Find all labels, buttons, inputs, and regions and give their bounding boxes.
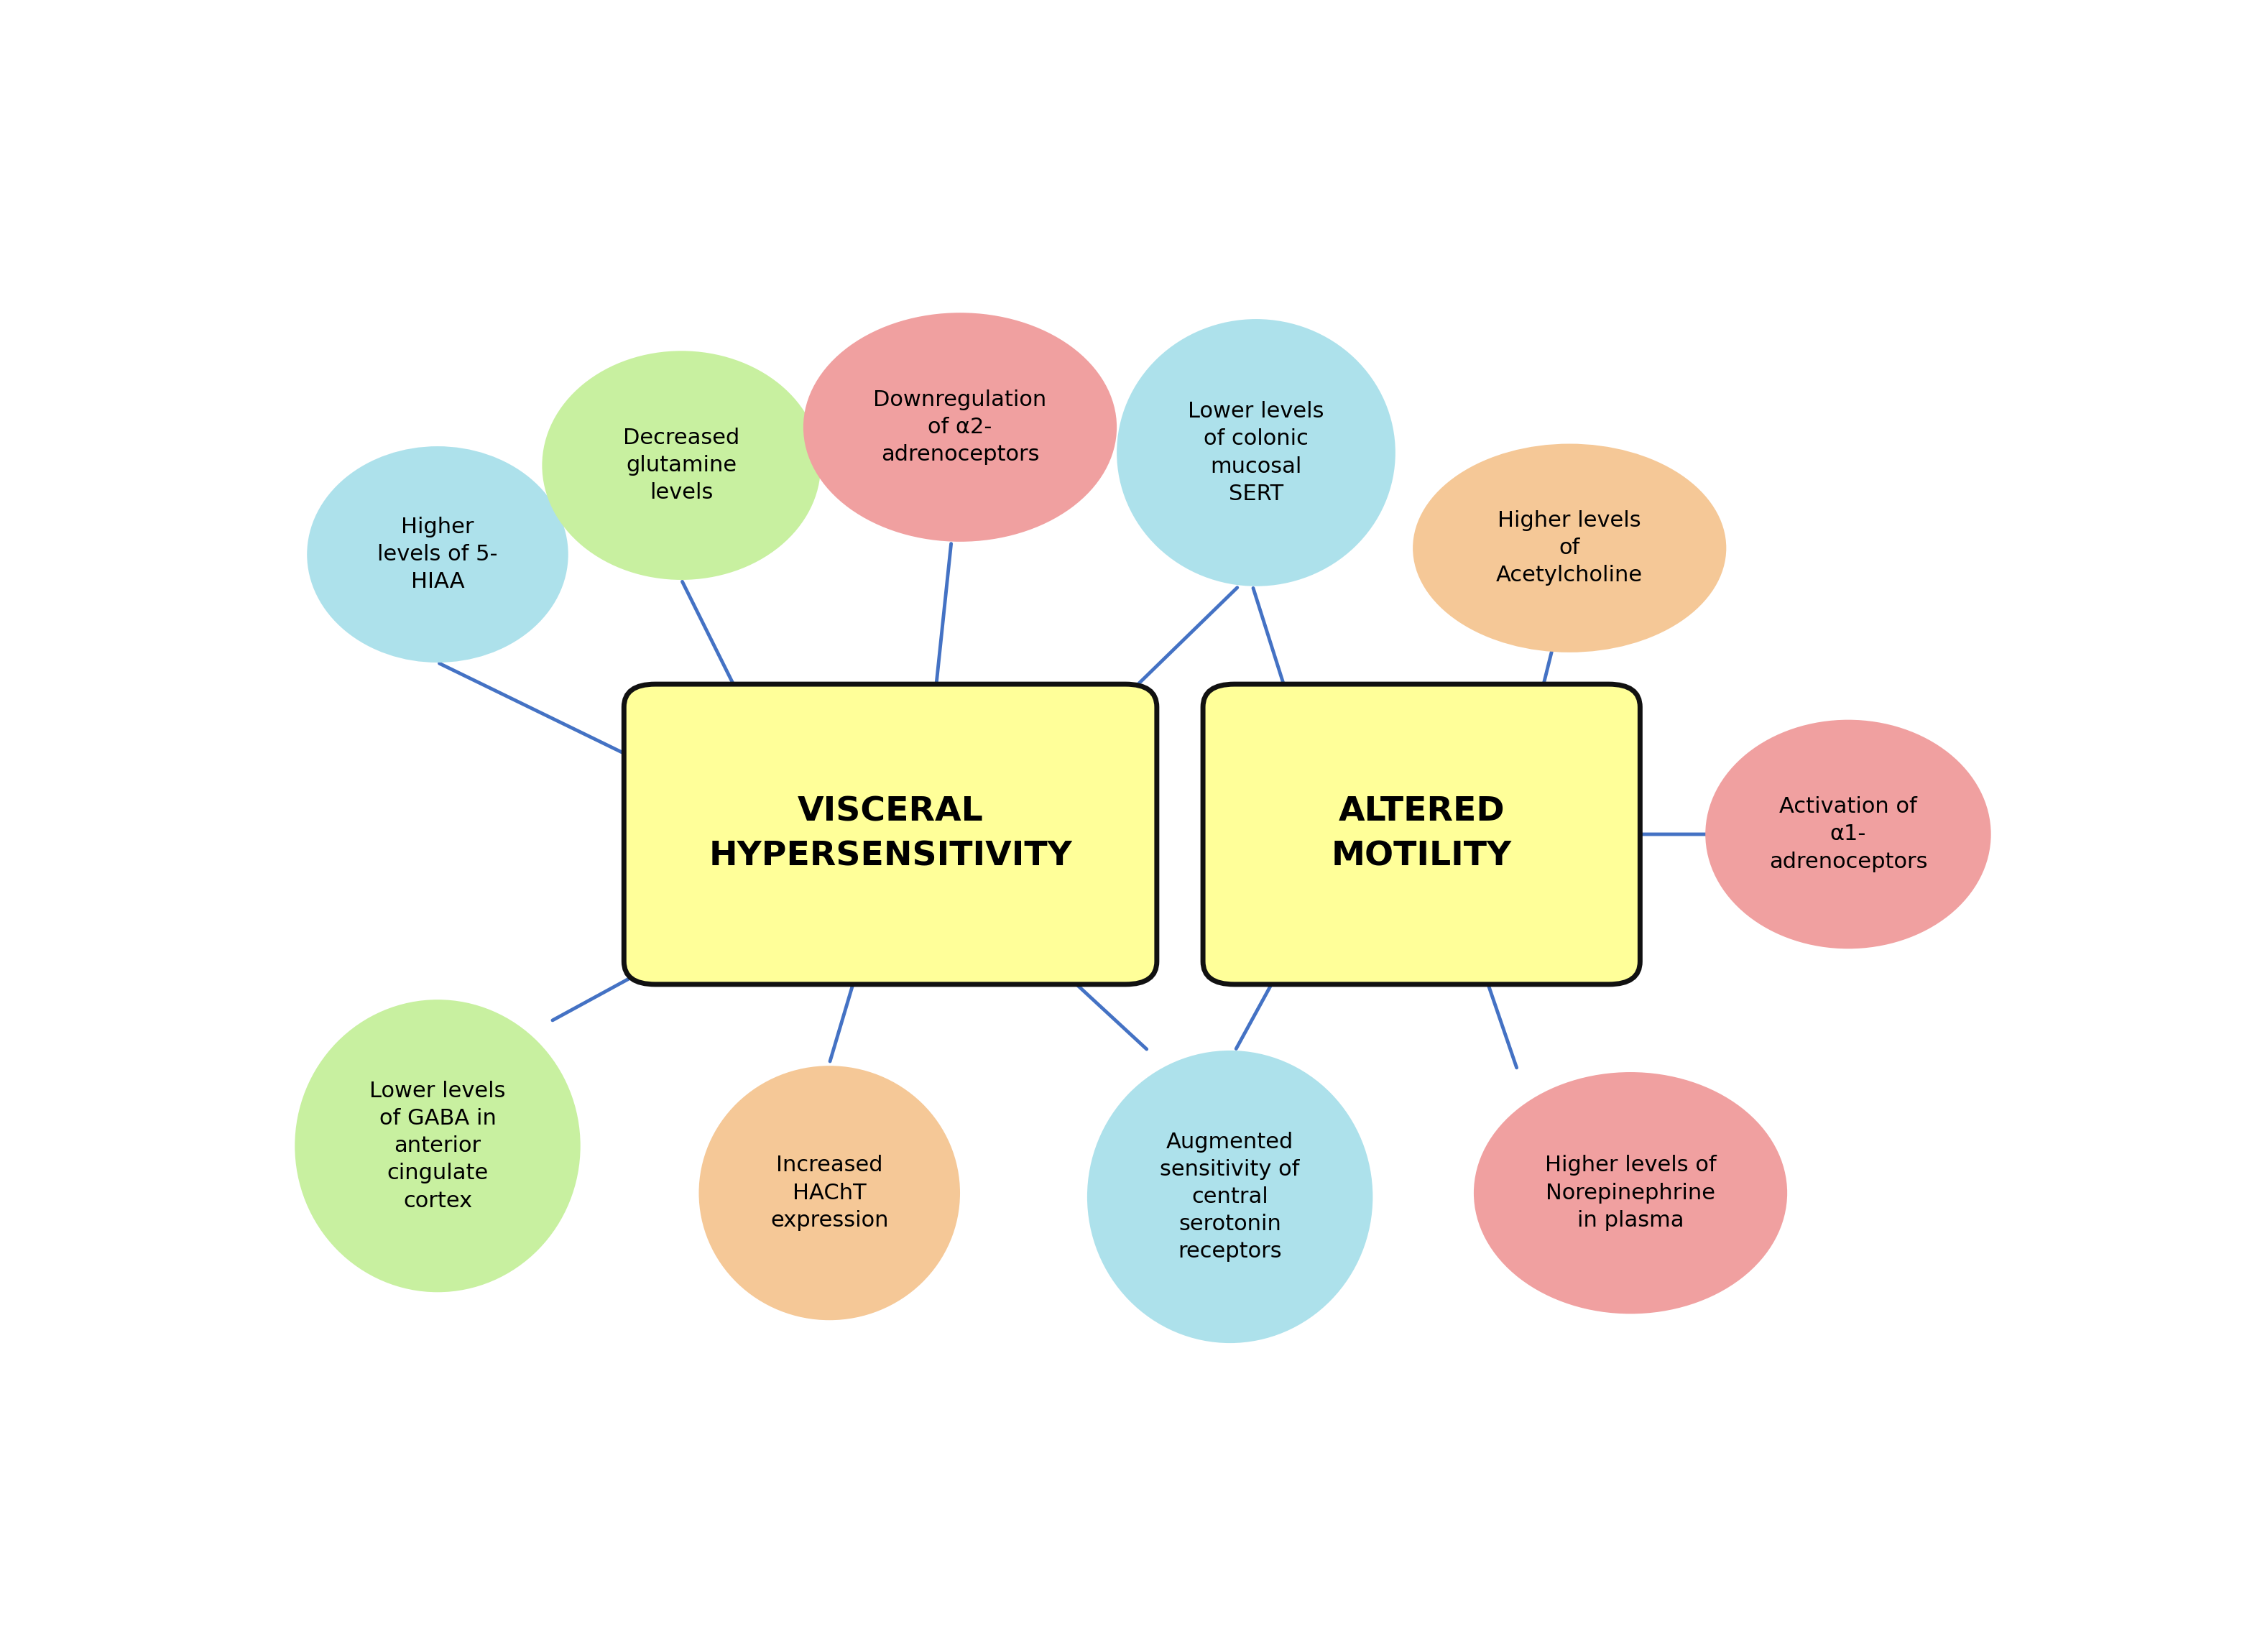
Text: ALTERED
MOTILITY: ALTERED MOTILITY bbox=[1330, 796, 1512, 872]
Ellipse shape bbox=[699, 1066, 959, 1320]
Ellipse shape bbox=[1705, 720, 1991, 948]
Text: Higher levels
of
Acetylcholine: Higher levels of Acetylcholine bbox=[1497, 510, 1643, 586]
Text: Increased
HAChT
expression: Increased HAChT expression bbox=[771, 1155, 888, 1231]
Ellipse shape bbox=[1117, 319, 1395, 586]
Ellipse shape bbox=[308, 446, 568, 662]
FancyBboxPatch shape bbox=[625, 684, 1157, 985]
Text: Higher levels of
Norepinephrine
in plasma: Higher levels of Norepinephrine in plasm… bbox=[1544, 1155, 1717, 1231]
Text: Activation of
α1-
adrenoceptors: Activation of α1- adrenoceptors bbox=[1768, 796, 1928, 872]
Text: Decreased
glutamine
levels: Decreased glutamine levels bbox=[622, 428, 739, 504]
Ellipse shape bbox=[804, 312, 1117, 542]
Ellipse shape bbox=[1474, 1072, 1786, 1313]
Ellipse shape bbox=[1088, 1051, 1373, 1343]
Text: Augmented
sensitivity of
central
serotonin
receptors: Augmented sensitivity of central seroton… bbox=[1159, 1132, 1299, 1262]
Text: Lower levels
of GABA in
anterior
cingulate
cortex: Lower levels of GABA in anterior cingula… bbox=[369, 1080, 506, 1211]
Text: Higher
levels of 5-
HIAA: Higher levels of 5- HIAA bbox=[377, 517, 499, 593]
Text: Downregulation
of α2-
adrenoceptors: Downregulation of α2- adrenoceptors bbox=[874, 390, 1047, 466]
Ellipse shape bbox=[542, 350, 820, 580]
Text: VISCERAL
HYPERSENSITIVITY: VISCERAL HYPERSENSITIVITY bbox=[708, 796, 1072, 872]
FancyBboxPatch shape bbox=[1202, 684, 1640, 985]
Ellipse shape bbox=[294, 999, 580, 1292]
Text: Lower levels
of colonic
mucosal
SERT: Lower levels of colonic mucosal SERT bbox=[1189, 401, 1323, 504]
Ellipse shape bbox=[1413, 444, 1726, 653]
